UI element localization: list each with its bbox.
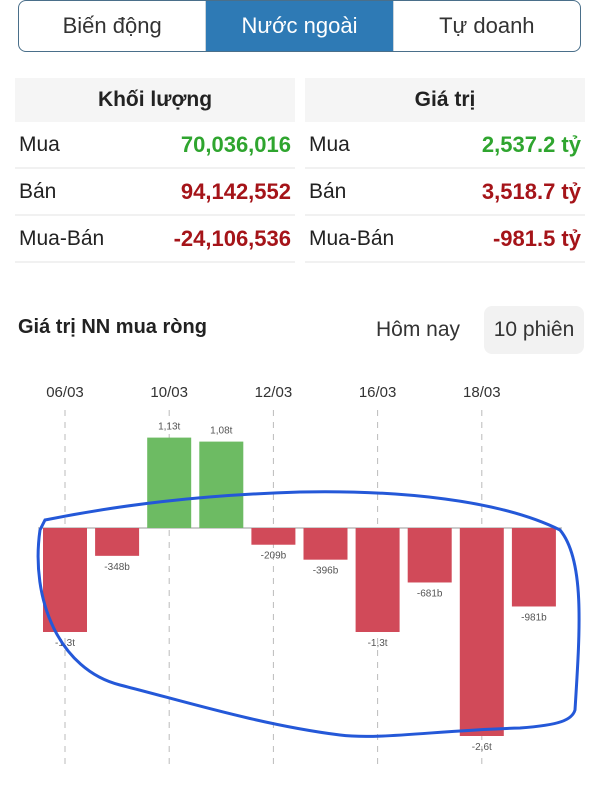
value-row-sell: Bán 3,518.7 tỷ bbox=[305, 169, 585, 216]
tick-label: 16/03 bbox=[359, 384, 397, 401]
bar bbox=[43, 528, 87, 632]
volume-row-buy: Mua 70,036,016 bbox=[15, 122, 295, 169]
tab-bien-dong[interactable]: Biến động bbox=[62, 13, 162, 38]
bar bbox=[459, 528, 504, 736]
tick-label: 10/03 bbox=[150, 384, 188, 401]
data-label: -396b bbox=[313, 566, 339, 577]
row-value: -981.5 tỷ bbox=[492, 225, 581, 251]
section-title: Giá trị NN mua ròng bbox=[18, 316, 207, 338]
row-label: Mua-Bán bbox=[19, 226, 105, 250]
volume-title: Khối lượng bbox=[15, 78, 295, 122]
row-label: Mua bbox=[19, 132, 60, 156]
tick-label: 18/03 bbox=[463, 384, 501, 401]
tab-bar: Biến động Nước ngoài Tự doanh bbox=[18, 0, 581, 52]
data-label: -1,3t bbox=[55, 638, 75, 649]
value-panel: Giá trị Mua 2,537.2 tỷ Bán 3,518.7 tỷ Mua-… bbox=[305, 78, 585, 263]
bar bbox=[303, 528, 348, 560]
bar bbox=[147, 437, 192, 528]
row-label: Mua-Bán bbox=[309, 226, 395, 250]
bar bbox=[407, 528, 452, 583]
data-label: -981b bbox=[521, 612, 547, 623]
tab-tu-doanh[interactable]: Tự doanh bbox=[392, 1, 580, 51]
annotation-loop bbox=[36, 490, 581, 738]
bar bbox=[95, 528, 140, 556]
row-value: 2,537.2 tỷ bbox=[481, 131, 581, 157]
value-title: Giá trị bbox=[305, 78, 585, 122]
row-value: 70,036,016 bbox=[180, 131, 291, 157]
volume-panel: Khối lượng Mua 70,036,016 Bán 94,142,552 M… bbox=[15, 78, 295, 263]
tick-label: 06/03 bbox=[46, 384, 84, 401]
data-label: -209b bbox=[261, 551, 287, 562]
data-label: -2,6t bbox=[472, 742, 492, 753]
row-label: Bán bbox=[19, 179, 57, 203]
bar bbox=[355, 528, 400, 632]
range-today-button[interactable]: Hôm nay bbox=[375, 318, 461, 341]
volume-row-net: Mua-Bán -24,106,536 bbox=[15, 216, 295, 263]
data-label: 1,13t bbox=[158, 422, 180, 433]
bar bbox=[511, 528, 556, 607]
row-value: 94,142,552 bbox=[180, 178, 291, 204]
tab-nuoc-ngoai[interactable]: Nước ngoài bbox=[205, 1, 393, 51]
value-row-buy: Mua 2,537.2 tỷ bbox=[305, 122, 585, 169]
row-label: Bán bbox=[309, 179, 347, 203]
volume-row-sell: Bán 94,142,552 bbox=[15, 169, 295, 216]
tick-label: 12/03 bbox=[255, 384, 293, 401]
data-label: -348b bbox=[104, 562, 130, 573]
row-value: 3,518.7 tỷ bbox=[481, 178, 581, 204]
bar bbox=[199, 441, 244, 528]
bar bbox=[251, 528, 296, 545]
data-label: 1,08t bbox=[210, 426, 232, 437]
row-value: -24,106,536 bbox=[173, 225, 291, 251]
data-label: -1,3t bbox=[368, 638, 388, 649]
row-label: Mua bbox=[309, 132, 350, 156]
net-buy-chart: 06/03 10/03 12/03 16/03 18/03 -1,3t -348b 1,13t… bbox=[36, 384, 581, 765]
data-label: -681b bbox=[417, 588, 443, 599]
value-row-net: Mua-Bán -981.5 tỷ bbox=[305, 216, 585, 263]
range-10-sessions-button[interactable]: 10 phiên bbox=[484, 306, 584, 354]
